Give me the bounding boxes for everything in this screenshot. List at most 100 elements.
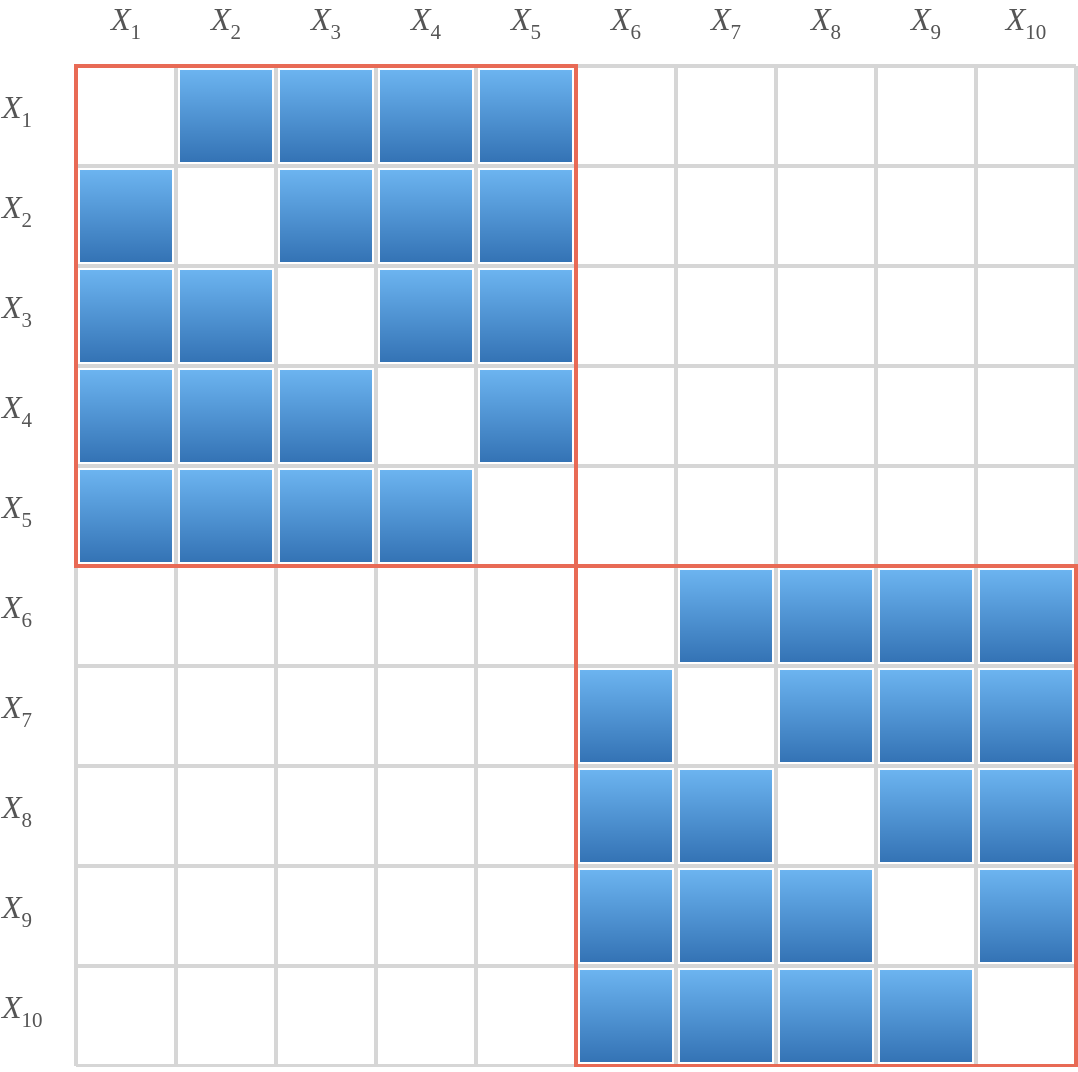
column-label-1: X1 (109, 1, 141, 44)
column-label-3-base: X (309, 1, 332, 37)
filled-cell-r10-c9 (880, 970, 972, 1062)
row-label-6-base: X (0, 589, 23, 625)
filled-cell-r8-c6 (580, 770, 672, 862)
column-label-3-subscript: 3 (331, 20, 342, 44)
column-label-8: X8 (809, 1, 841, 44)
column-label-7-subscript: 7 (731, 20, 742, 44)
row-label-10-subscript: 10 (22, 1008, 43, 1032)
filled-cell-r5-c4 (380, 470, 472, 562)
filled-cell-r6-c8 (780, 570, 872, 662)
row-label-7: X7 (0, 689, 32, 732)
column-label-10: X10 (1004, 1, 1047, 44)
row-label-1-subscript: 1 (22, 108, 33, 132)
row-label-3-base: X (0, 289, 23, 325)
filled-cell-r1-c2 (180, 70, 272, 162)
column-label-9: X9 (909, 1, 941, 44)
column-label-4-subscript: 4 (431, 20, 442, 44)
filled-cell-r9-c6 (580, 870, 672, 962)
filled-cell-r3-c5 (480, 270, 572, 362)
filled-cell-r2-c5 (480, 170, 572, 262)
filled-cell-r10-c8 (780, 970, 872, 1062)
column-label-3: X3 (309, 1, 341, 44)
row-label-5: X5 (0, 489, 32, 532)
row-label-2: X2 (0, 189, 32, 232)
row-label-5-subscript: 5 (22, 508, 33, 532)
filled-cell-r2-c1 (80, 170, 172, 262)
row-label-10: X10 (0, 989, 43, 1032)
column-label-5: X5 (509, 1, 541, 44)
row-label-4-subscript: 4 (22, 408, 33, 432)
block-outline-1 (74, 64, 578, 568)
row-label-2-base: X (0, 189, 23, 225)
row-label-8: X8 (0, 789, 32, 832)
filled-cell-r7-c9 (880, 670, 972, 762)
filled-cell-r3-c4 (380, 270, 472, 362)
column-label-2-base: X (209, 1, 232, 37)
filled-cell-r1-c5 (480, 70, 572, 162)
row-label-4: X4 (0, 389, 33, 432)
row-label-5-base: X (0, 489, 23, 525)
filled-cell-r4-c2 (180, 370, 272, 462)
column-label-4-base: X (409, 1, 432, 37)
filled-cell-r7-c6 (580, 670, 672, 762)
filled-cell-r9-c10 (980, 870, 1072, 962)
filled-cell-r4-c1 (80, 370, 172, 462)
column-label-9-subscript: 9 (931, 20, 942, 44)
row-label-8-base: X (0, 789, 23, 825)
column-label-7: X7 (709, 1, 741, 44)
block-outlines (74, 64, 1078, 1068)
filled-cell-r6-c9 (880, 570, 972, 662)
column-label-5-subscript: 5 (531, 20, 542, 44)
row-label-8-subscript: 8 (22, 808, 33, 832)
column-label-6-base: X (609, 1, 632, 37)
filled-cell-r8-c7 (680, 770, 772, 862)
column-label-1-subscript: 1 (131, 20, 142, 44)
filled-cell-r10-c7 (680, 970, 772, 1062)
filled-cell-r7-c8 (780, 670, 872, 762)
column-labels: X1 X2 X3 X4 X5 X6 X7 X8 X9 X10 (109, 1, 1046, 44)
column-label-10-base: X (1004, 1, 1027, 37)
row-label-9-base: X (0, 889, 23, 925)
row-label-10-base: X (0, 989, 23, 1025)
filled-cell-r5-c2 (180, 470, 272, 562)
row-label-9-subscript: 9 (22, 908, 33, 932)
column-label-8-base: X (809, 1, 832, 37)
row-label-7-base: X (0, 689, 23, 725)
row-label-4-base: X (0, 389, 23, 425)
column-label-6-subscript: 6 (631, 20, 642, 44)
filled-cell-r9-c8 (780, 870, 872, 962)
column-label-2: X2 (209, 1, 241, 44)
filled-cell-r6-c10 (980, 570, 1072, 662)
row-label-6: X6 (0, 589, 32, 632)
row-label-9: X9 (0, 889, 32, 932)
filled-cell-r5-c1 (80, 470, 172, 562)
row-label-1: X1 (0, 89, 32, 132)
filled-cell-r2-c3 (280, 170, 372, 262)
filled-cell-r3-c1 (80, 270, 172, 362)
filled-cell-r1-c4 (380, 70, 472, 162)
matrix-cells (80, 70, 1072, 1062)
filled-cell-r2-c4 (380, 170, 472, 262)
column-label-9-base: X (909, 1, 932, 37)
row-label-1-base: X (0, 89, 23, 125)
filled-cell-r3-c2 (180, 270, 272, 362)
filled-cell-r4-c5 (480, 370, 572, 462)
row-label-7-subscript: 7 (22, 708, 33, 732)
column-label-8-subscript: 8 (831, 20, 842, 44)
block-outline-2 (574, 564, 1078, 1068)
row-label-2-subscript: 2 (22, 208, 33, 232)
filled-cell-r9-c7 (680, 870, 772, 962)
filled-cell-r8-c9 (880, 770, 972, 862)
filled-cell-r10-c6 (580, 970, 672, 1062)
row-label-3: X3 (0, 289, 32, 332)
column-label-10-subscript: 10 (1025, 20, 1046, 44)
column-label-5-base: X (509, 1, 532, 37)
filled-cell-r4-c3 (280, 370, 372, 462)
filled-cell-r8-c10 (980, 770, 1072, 862)
row-label-6-subscript: 6 (22, 608, 33, 632)
column-label-7-base: X (709, 1, 732, 37)
filled-cell-r1-c3 (280, 70, 372, 162)
